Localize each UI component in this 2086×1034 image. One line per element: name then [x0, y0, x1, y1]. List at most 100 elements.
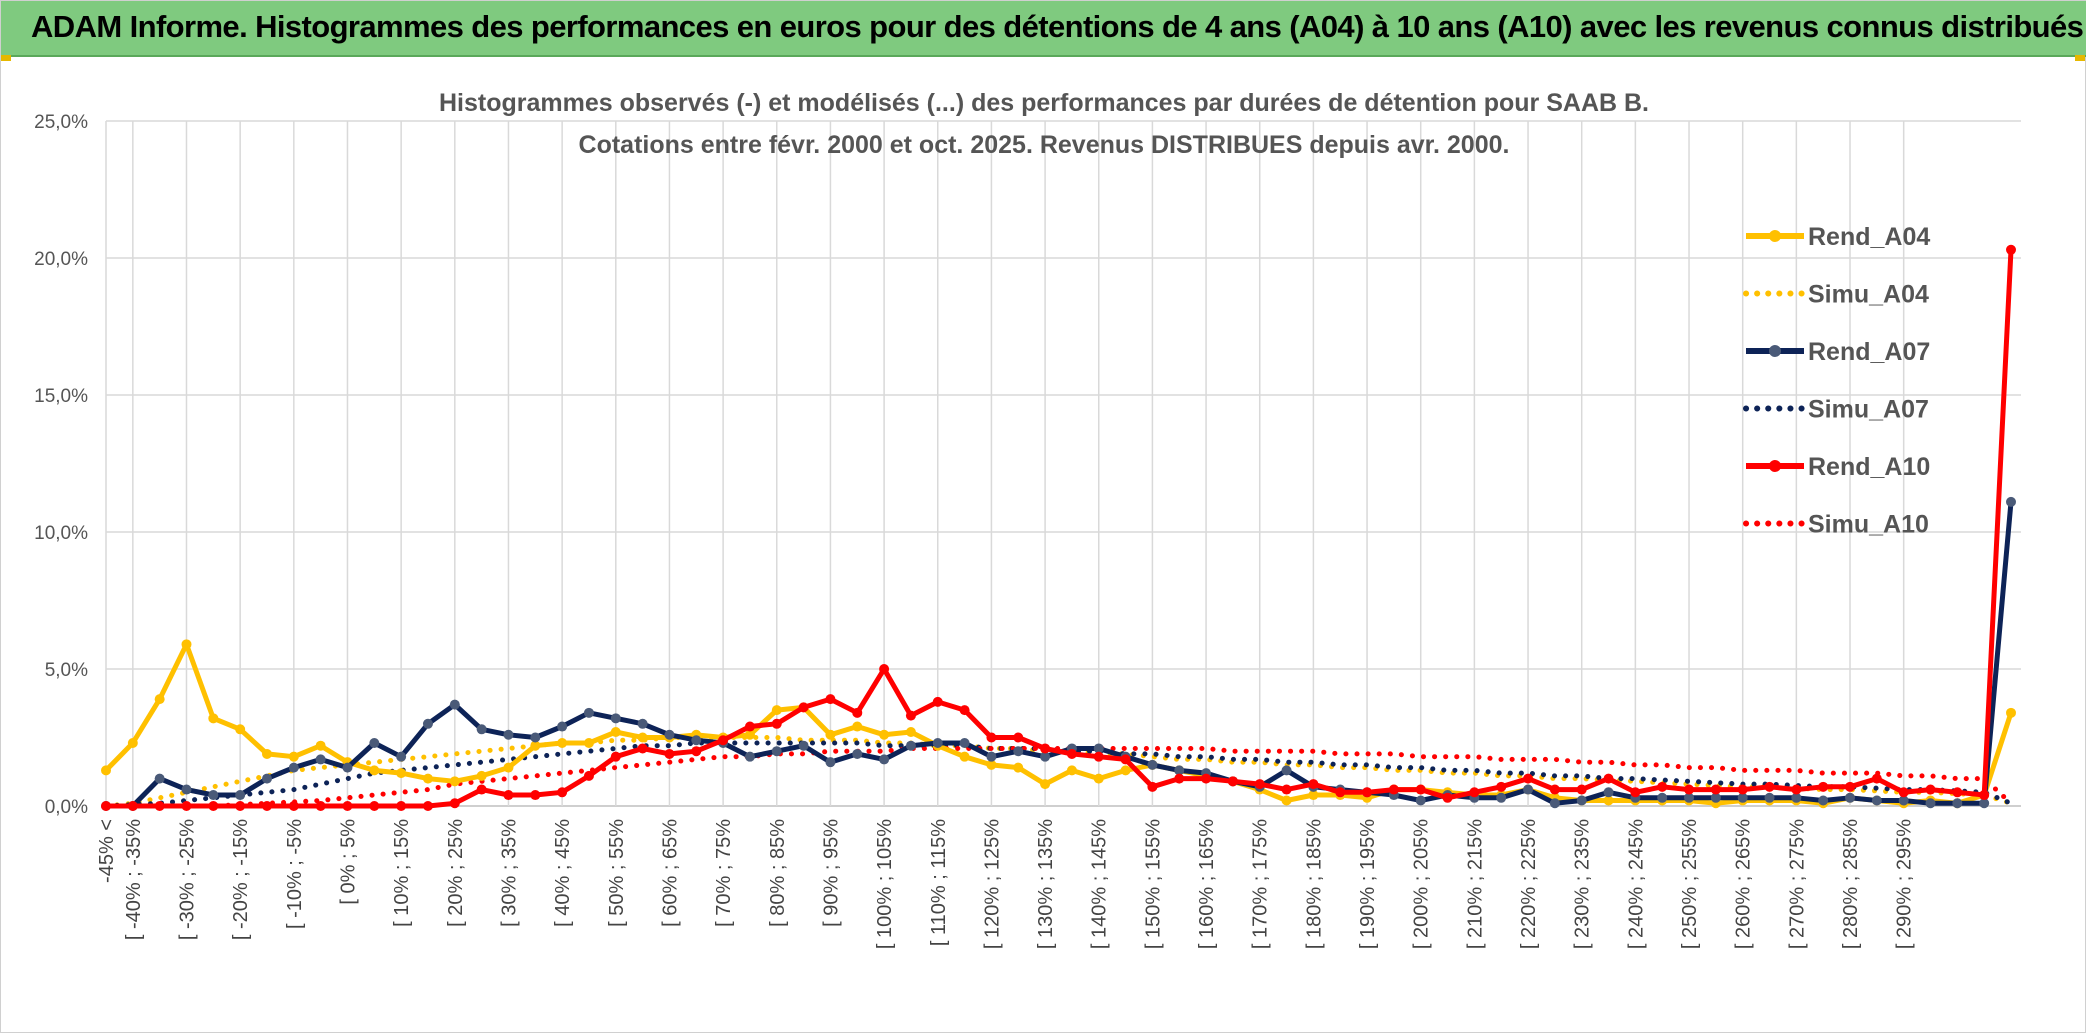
rend-a07-point — [208, 790, 219, 801]
rend-a10-point — [1952, 787, 1963, 798]
rend-a10-point — [1120, 754, 1131, 765]
rend-a04-point — [986, 759, 997, 770]
rend-a04-point — [879, 729, 890, 740]
rend-a10-point — [771, 718, 782, 729]
rend-a07-point — [2006, 496, 2016, 507]
y-tick-label: 0,0% — [45, 797, 88, 818]
rend-a07-point — [422, 718, 433, 729]
rend-a04-point — [315, 740, 326, 751]
x-tick-label: [ 60% ; 65% — [659, 819, 681, 927]
rend-a10-point — [422, 801, 433, 811]
rend-a10-point — [1362, 787, 1373, 798]
rend-a10-point — [1201, 773, 1212, 784]
rend-a10-point — [261, 801, 272, 811]
corner-mark-right — [2075, 55, 2085, 61]
rend-a07-point — [181, 784, 192, 795]
legend-label-simu-a07: Simu_A07 — [1808, 396, 1929, 424]
rend-a04-point — [208, 713, 219, 724]
x-tick-label: [ 100% ; 105% — [874, 819, 896, 949]
rend-a10-point — [825, 694, 836, 705]
rend-a04-point — [1066, 765, 1077, 776]
simu-a04-line — [103, 735, 2014, 809]
rend-a07-point — [1657, 792, 1668, 803]
rend-a07-point — [235, 790, 246, 801]
legend-label-rend-a04: Rend_A04 — [1808, 223, 1930, 251]
rend-a07-point — [449, 699, 460, 710]
rend-a04-point — [1013, 762, 1024, 773]
rend-a04-point — [583, 737, 594, 748]
x-tick-label: [ 180% ; 185% — [1303, 819, 1325, 949]
report-banner: ADAM Informe. Histogrammes des performan… — [1, 1, 2086, 57]
rend-a10-point — [288, 801, 299, 811]
rend-a07-point — [315, 754, 326, 765]
rend-a04-point — [1093, 773, 1104, 784]
rend-a07-point — [288, 762, 299, 773]
rend-a10-point — [1657, 781, 1668, 792]
rend-a07-point — [1764, 792, 1775, 803]
rend-a10-point — [2006, 244, 2016, 255]
rend-a07-point — [476, 724, 487, 735]
chart-title-group: Histogrammes observés (-) et modélisés (… — [439, 89, 1649, 159]
x-tick-label: [ 120% ; 125% — [981, 819, 1003, 949]
rend-a10-point — [1791, 784, 1802, 795]
rend-a07-point — [1818, 795, 1829, 806]
rend-a04-point — [101, 765, 111, 776]
rend-a04-point — [852, 721, 863, 732]
x-tick-label: [ 250% ; 255% — [1679, 819, 1701, 949]
rend-a07-point — [1013, 746, 1024, 757]
x-tick-label: [ 260% ; 265% — [1733, 819, 1755, 949]
rend-a10-point — [744, 721, 755, 732]
chart-title: Histogrammes observés (-) et modélisés (… — [439, 89, 1649, 117]
rend-a07-point — [1845, 792, 1856, 803]
rend-a04-point — [2006, 707, 2016, 718]
legend-label-rend-a10: Rend_A10 — [1808, 453, 1930, 481]
rend-a04-point — [476, 770, 487, 781]
rend-a07-point — [342, 762, 353, 773]
rend-a07-point — [825, 757, 836, 768]
rend-a07-point — [1415, 795, 1426, 806]
rend-a07-point — [530, 732, 541, 743]
rend-a10-point — [1469, 787, 1480, 798]
series-group — [101, 244, 2016, 811]
rend-a07-point — [1523, 784, 1534, 795]
x-tick-label: [ 230% ; 235% — [1572, 819, 1594, 949]
legend-marker-rend-a04 — [1769, 230, 1781, 242]
rend-a04-point — [637, 732, 648, 743]
rend-a04-point — [288, 751, 299, 762]
rend-a10-point — [101, 801, 111, 811]
x-tick-label: [ 140% ; 145% — [1089, 819, 1111, 949]
x-tick-label: [ 170% ; 175% — [1250, 819, 1272, 949]
rend-a04-point — [1603, 795, 1614, 806]
rend-a10-point — [1442, 792, 1453, 803]
rend-a10-point — [610, 751, 621, 762]
grid — [105, 120, 2021, 807]
rend-a10-point — [315, 801, 326, 811]
y-tick-label: 10,0% — [34, 523, 88, 544]
rend-a10-point — [1335, 787, 1346, 798]
rend-a10-point — [637, 743, 648, 754]
rend-a07-point — [905, 740, 916, 751]
x-tick-label: [ 0% ; 5% — [337, 819, 359, 905]
rend-a07-point — [1281, 765, 1292, 776]
rend-a04-point — [422, 773, 433, 784]
x-axis: -45% <[ -40% ; -35% [ -30% ; -25% [ -20% ;… — [96, 819, 1916, 949]
x-tick-label: [ 160% ; 165% — [1196, 819, 1218, 949]
legend-label-simu-a10: Simu_A10 — [1808, 511, 1929, 539]
rend-a10-point — [1308, 779, 1319, 790]
report-title: ADAM Informe. Histogrammes des performan… — [31, 9, 2084, 44]
legend-marker-rend-a07 — [1769, 345, 1781, 357]
y-tick-label: 25,0% — [34, 112, 88, 133]
rend-a07-point — [610, 713, 621, 724]
rend-a07-point — [798, 740, 809, 751]
rend-a10-point — [342, 801, 353, 811]
rend-a10-point — [905, 710, 916, 721]
x-tick-label: -45% < — [96, 819, 118, 883]
rend-a10-point — [127, 801, 138, 811]
rend-a10-point — [1523, 773, 1534, 784]
x-tick-label: [ 30% ; 35% — [498, 819, 520, 927]
rend-a07-point — [637, 718, 648, 729]
rend-a07-point — [1549, 798, 1560, 809]
rend-a10-point — [718, 735, 729, 746]
